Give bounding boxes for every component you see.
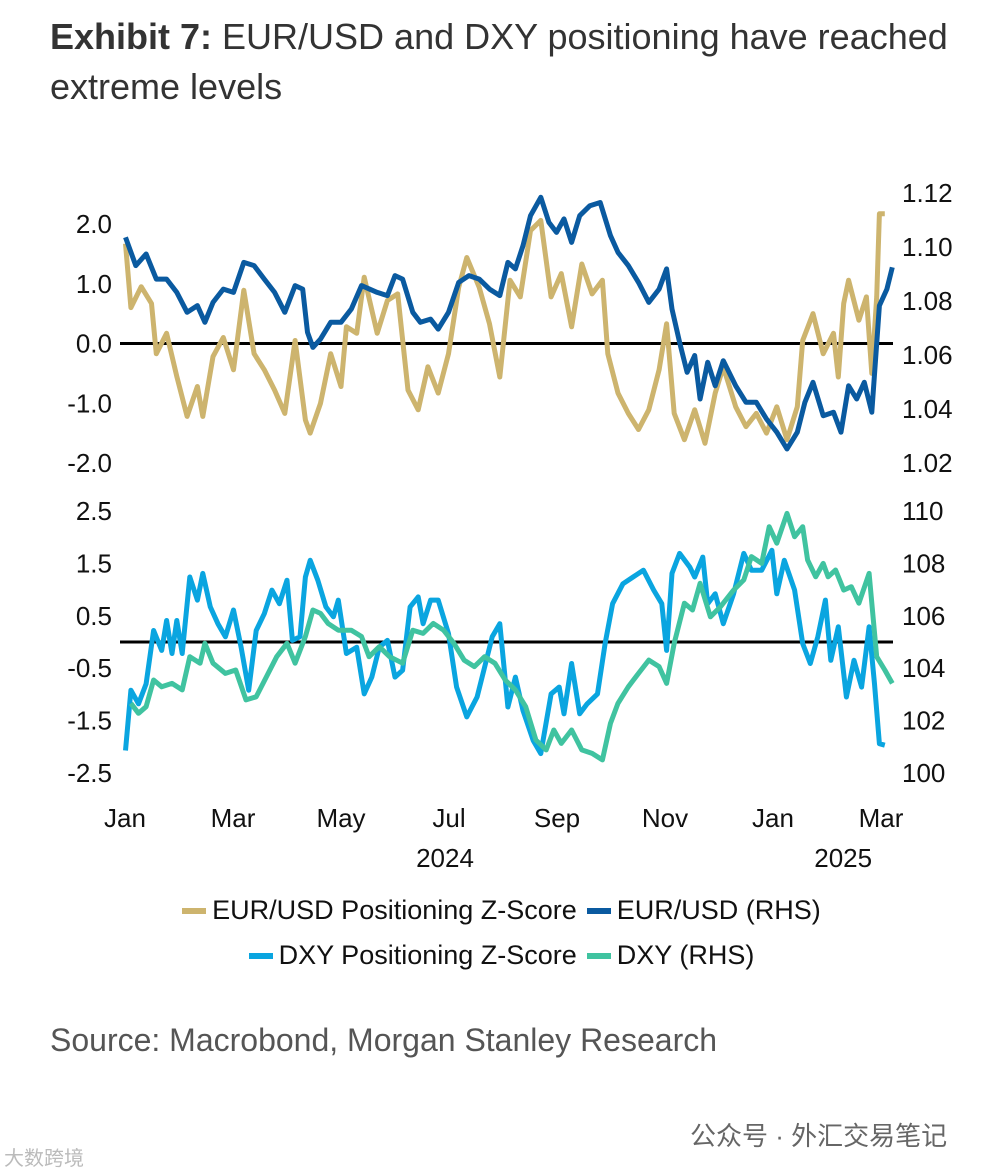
y-tick-right: 1.04 [902, 394, 953, 424]
series-line-dxy-z [123, 547, 886, 757]
chart-title: Exhibit 7: EUR/USD and DXY positioning h… [50, 12, 950, 112]
legend-dxy: DXY (RHS) [586, 940, 755, 971]
x-year-label: 2024 [416, 843, 474, 873]
x-tick-label: May [316, 803, 365, 833]
x-tick-label: Mar [211, 803, 256, 833]
x-tick-label: Sep [534, 803, 580, 833]
y-tick-left: -0.5 [67, 653, 112, 683]
y-tick-left: 1.5 [76, 548, 112, 578]
legend-eur-z: EUR/USD Positioning Z-Score [182, 895, 577, 926]
exhibit-label: Exhibit 7: [50, 16, 213, 57]
legend-swatch [586, 952, 611, 959]
series-line-eur [123, 194, 895, 452]
y-tick-right: 104 [902, 653, 945, 683]
y-tick-right: 1.08 [902, 286, 953, 316]
x-year-label: 2025 [814, 843, 872, 873]
legend-label: DXY (RHS) [616, 940, 755, 970]
y-tick-left: -2.5 [67, 758, 112, 788]
legend-label: EUR/USD Positioning Z-Score [212, 895, 577, 925]
series-line-dxy [128, 510, 895, 763]
y-tick-right: 100 [902, 758, 945, 788]
y-tick-right: 106 [902, 601, 945, 631]
legend-row-2: DXY Positioning Z-Score DXY (RHS) [0, 940, 1003, 971]
y-tick-left: 2.5 [76, 496, 112, 526]
x-tick-label: Nov [642, 803, 688, 833]
y-tick-right: 1.06 [902, 340, 953, 370]
x-tick-label: Jan [104, 803, 146, 833]
y-tick-right: 108 [902, 548, 945, 578]
legend-row-1: EUR/USD Positioning Z-Score EUR/USD (RHS… [0, 895, 1003, 926]
y-tick-right: 110 [902, 496, 943, 526]
x-tick-label: Jan [752, 803, 794, 833]
y-tick-left: -2.0 [67, 448, 112, 478]
y-tick-left: 2.0 [76, 209, 112, 239]
y-tick-left: 0.5 [76, 601, 112, 631]
watermark-corner: 大数跨境 [4, 1148, 84, 1170]
legend-eur: EUR/USD (RHS) [586, 895, 821, 926]
y-tick-right: 1.02 [902, 448, 953, 478]
x-tick-label: Mar [859, 803, 904, 833]
legend-dxy-z: DXY Positioning Z-Score [248, 940, 577, 971]
y-tick-right: 1.12 [902, 178, 953, 208]
source-note: Source: Macrobond, Morgan Stanley Resear… [50, 1022, 718, 1058]
title-text: EUR/USD and DXY positioning have reached… [50, 16, 948, 107]
legend-swatch [586, 907, 611, 914]
y-tick-left: -1.0 [67, 388, 112, 418]
y-tick-left: 0.0 [76, 329, 112, 359]
y-tick-right: 1.10 [902, 232, 953, 262]
series-line-eur-z [123, 211, 885, 446]
y-tick-left: 1.0 [76, 269, 112, 299]
y-tick-right: 102 [902, 706, 945, 736]
x-tick-label: Jul [432, 803, 465, 833]
legend-label: EUR/USD (RHS) [616, 895, 821, 925]
legend-swatch [248, 952, 273, 959]
legend-label: DXY Positioning Z-Score [278, 940, 577, 970]
legend-swatch [182, 907, 207, 914]
y-tick-left: -1.5 [67, 706, 112, 736]
watermark: 公众号 · 外汇交易笔记 [690, 1121, 948, 1151]
